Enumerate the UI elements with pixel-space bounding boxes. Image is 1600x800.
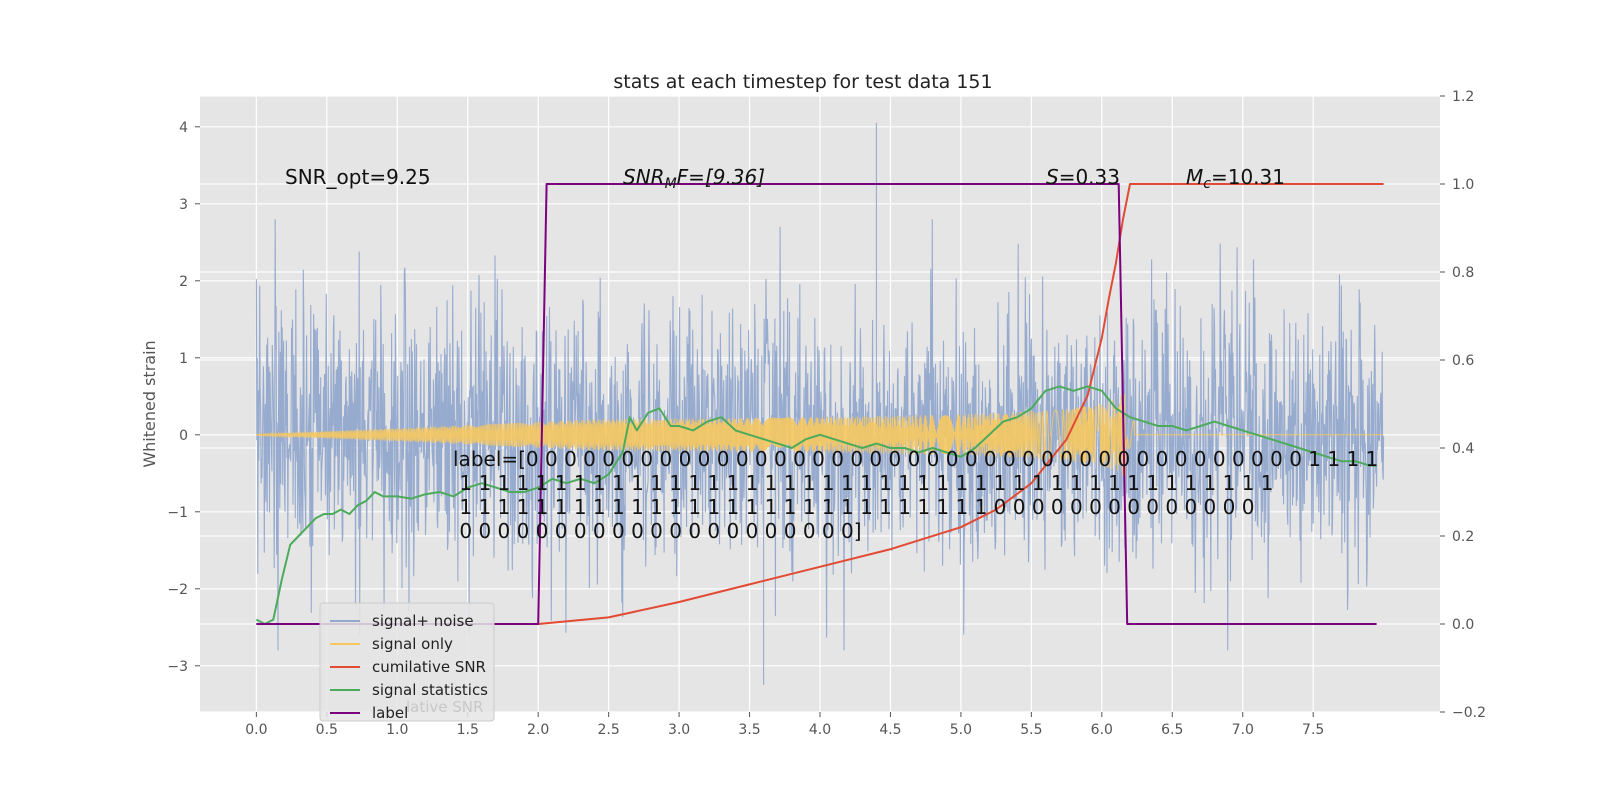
legend-entry-label: signal only — [372, 635, 453, 653]
x-tick-label: 5.0 — [950, 722, 972, 738]
x-tick-label: 6.5 — [1161, 722, 1183, 738]
legend-entries: signal+ noise signal only cumilative SNR si… — [330, 612, 488, 722]
legend-entry-label: signal+ noise — [372, 612, 474, 630]
y-axis-label: Whitened strain — [140, 340, 159, 467]
series-line-cumilative-snr — [256, 183, 1384, 625]
x-axis: 0.0 0.5 1.0 1.5 2.0 2.5 3.0 3.5 4.0 4.5 5.0 5.5 6.0 6… — [245, 712, 1324, 738]
legend-entry-label: signal statistics — [372, 681, 488, 699]
snr-mf-subscript: M — [665, 176, 677, 192]
y-right-tick-label: 0.2 — [1452, 529, 1474, 545]
x-tick-label: 6.0 — [1091, 722, 1113, 738]
snr-mf-name: SNR — [623, 165, 665, 189]
label-array-line: label=[0 0 0 0 0 0 0 0 0 0 0 0 0 0 0 0 0… — [453, 447, 1378, 471]
legend-entry-label: label — [372, 704, 408, 722]
series-line-signal-statistics — [255, 385, 1377, 625]
series-layers — [255, 122, 1385, 685]
annotations: SNR_opt=9.25 SNRMF=[9.36] S=0.33 Mc=10.3… — [285, 165, 1285, 192]
s-annotation: S=0.33 — [1046, 165, 1120, 189]
mc-name: M — [1186, 165, 1203, 189]
y-tick-label: 2 — [179, 274, 188, 290]
label-array-text: label=[0 0 0 0 0 0 0 0 0 0 0 0 0 0 0 0 0… — [453, 447, 1378, 543]
y-tick-label: 0 — [179, 428, 188, 444]
mc-annotation: Mc=10.31 — [1186, 165, 1285, 192]
y-right-tick-label: −0.2 — [1452, 705, 1486, 721]
y-axis-right: −0.2 0.0 0.2 0.4 0.6 0.8 1.0 1.2 — [1440, 89, 1486, 721]
x-tick-label: 2.5 — [598, 722, 620, 738]
s-name: S — [1046, 165, 1059, 189]
x-tick-label: 1.0 — [386, 722, 408, 738]
x-tick-label: 7.5 — [1302, 722, 1324, 738]
legend-ghost-text: lative SNR — [406, 698, 483, 716]
y-tick-label: 1 — [179, 351, 188, 367]
snr-mf-value: F=[9.36] — [677, 165, 765, 189]
y-tick-label: 3 — [179, 197, 188, 213]
s-value: =0.33 — [1059, 165, 1120, 189]
y-tick-label: −3 — [167, 659, 188, 675]
legend-box — [319, 602, 495, 722]
series-line-signal-only — [255, 393, 1384, 478]
y-right-tick-label: 0.0 — [1452, 617, 1474, 633]
label-array-line: 1 1 1 1 1 1 1 1 1 1 1 1 1 1 1 1 1 1 1 1 … — [453, 495, 1254, 519]
y-right-tick-label: 0.8 — [1452, 265, 1474, 281]
y-tick-label: −2 — [167, 582, 188, 598]
x-tick-label: 1.5 — [457, 722, 479, 738]
y-right-tick-label: 1.2 — [1452, 89, 1474, 105]
legend-entry-label: cumilative SNR — [372, 658, 486, 676]
x-tick-label: 0.0 — [245, 722, 267, 738]
x-tick-label: 2.0 — [527, 722, 549, 738]
y-right-tick-label: 1.0 — [1452, 177, 1474, 193]
mc-subscript: c — [1203, 176, 1211, 192]
mc-value: =10.31 — [1211, 165, 1285, 189]
x-tick-label: 3.5 — [738, 722, 760, 738]
x-tick-label: 5.5 — [1020, 722, 1042, 738]
x-tick-label: 3.0 — [668, 722, 690, 738]
y-axis-left: −3 −2 −1 0 1 2 3 4 — [167, 120, 200, 675]
x-tick-label: 7.0 — [1232, 722, 1254, 738]
y-tick-label: 4 — [179, 120, 188, 136]
x-tick-label: 4.0 — [809, 722, 831, 738]
y-right-tick-label: 0.6 — [1452, 353, 1474, 369]
label-array-line: 0 0 0 0 0 0 0 0 0 0 0 0 0 0 0 0 0 0 0 0 … — [453, 519, 862, 543]
chart-title: stats at each timestep for test data 151 — [613, 71, 992, 93]
y-tick-label: −1 — [167, 505, 188, 521]
snr-opt-annotation: SNR_opt=9.25 — [285, 165, 431, 189]
snr-mf-annotation: SNRMF=[9.36] — [623, 165, 765, 192]
legend: lative SNR signal+ noise signal only cumil… — [319, 602, 495, 722]
y-right-tick-label: 0.4 — [1452, 441, 1474, 457]
x-tick-label: 0.5 — [316, 722, 338, 738]
x-tick-label: 4.5 — [879, 722, 901, 738]
label-array-line: 1 1 1 1 1 1 1 1 1 1 1 1 1 1 1 1 1 1 1 1 … — [453, 471, 1274, 495]
